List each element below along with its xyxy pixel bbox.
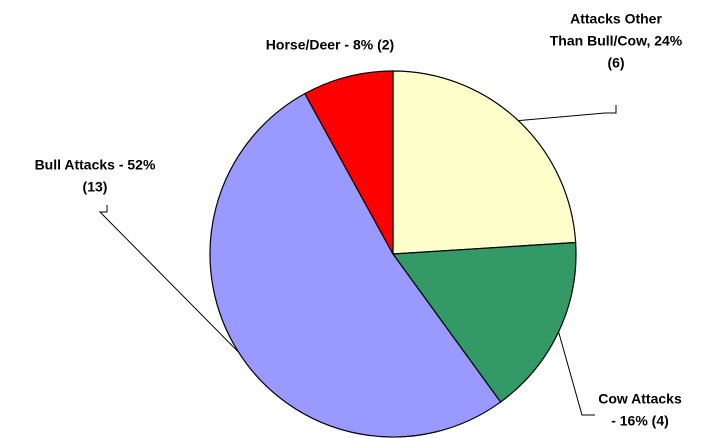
slice-label: Bull Attacks - 52% [35,157,156,173]
slice-label: Cow Attacks [598,391,682,407]
slice-label: - 16% (4) [611,413,669,429]
leader-line [98,205,239,353]
pie-slice [391,241,577,403]
slice-label: Attacks Other [570,11,662,27]
slice-label: (13) [83,179,108,195]
leader-line [518,105,617,122]
leader-line [558,331,595,416]
slice-label: (6) [607,55,624,71]
slice-label: Horse/Deer - 8% (2) [266,37,394,53]
slice-label: Than Bull/Cow, 24% [550,33,683,49]
pie-slice [392,70,577,255]
pie-slice [304,70,394,255]
pie-slice [209,92,502,438]
